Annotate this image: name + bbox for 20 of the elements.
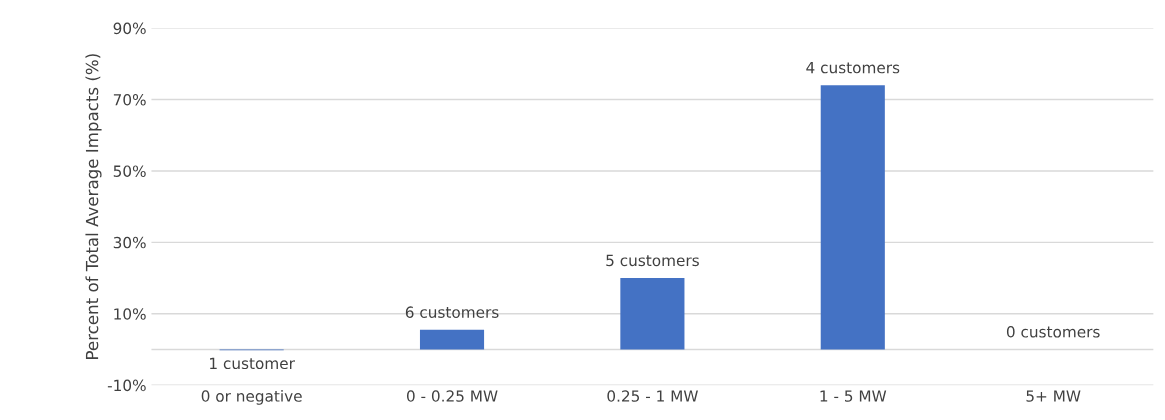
bar	[419, 329, 485, 350]
y-tick-label: 10%	[114, 308, 146, 320]
annotation: 5 customers	[606, 254, 699, 267]
x-tick-label: 5+ MW	[1026, 390, 1081, 402]
annotation: 1 customer	[210, 357, 295, 370]
y-tick-label: 90%	[113, 22, 146, 35]
annotation: 4 customers	[806, 62, 900, 74]
y-tick-label: -10%	[107, 379, 146, 392]
bar	[620, 278, 685, 350]
annotation: 0 customers	[1006, 326, 1100, 338]
y-tick-label: 70%	[113, 94, 146, 106]
x-tick-label: 0 or negative	[201, 390, 302, 405]
x-tick-label: 0.25 - 1 MW	[607, 390, 698, 402]
y-tick-label: 30%	[113, 236, 146, 249]
x-tick-label: 1 - 5 MW	[820, 390, 887, 402]
annotation: 6 customers	[405, 306, 499, 318]
x-tick-label: 0 - 0.25 MW	[406, 390, 498, 402]
y-axis-title: Percent of Total Average Impacts (%)	[85, 54, 102, 359]
bar	[820, 85, 885, 350]
y-tick-label: 50%	[113, 165, 146, 177]
